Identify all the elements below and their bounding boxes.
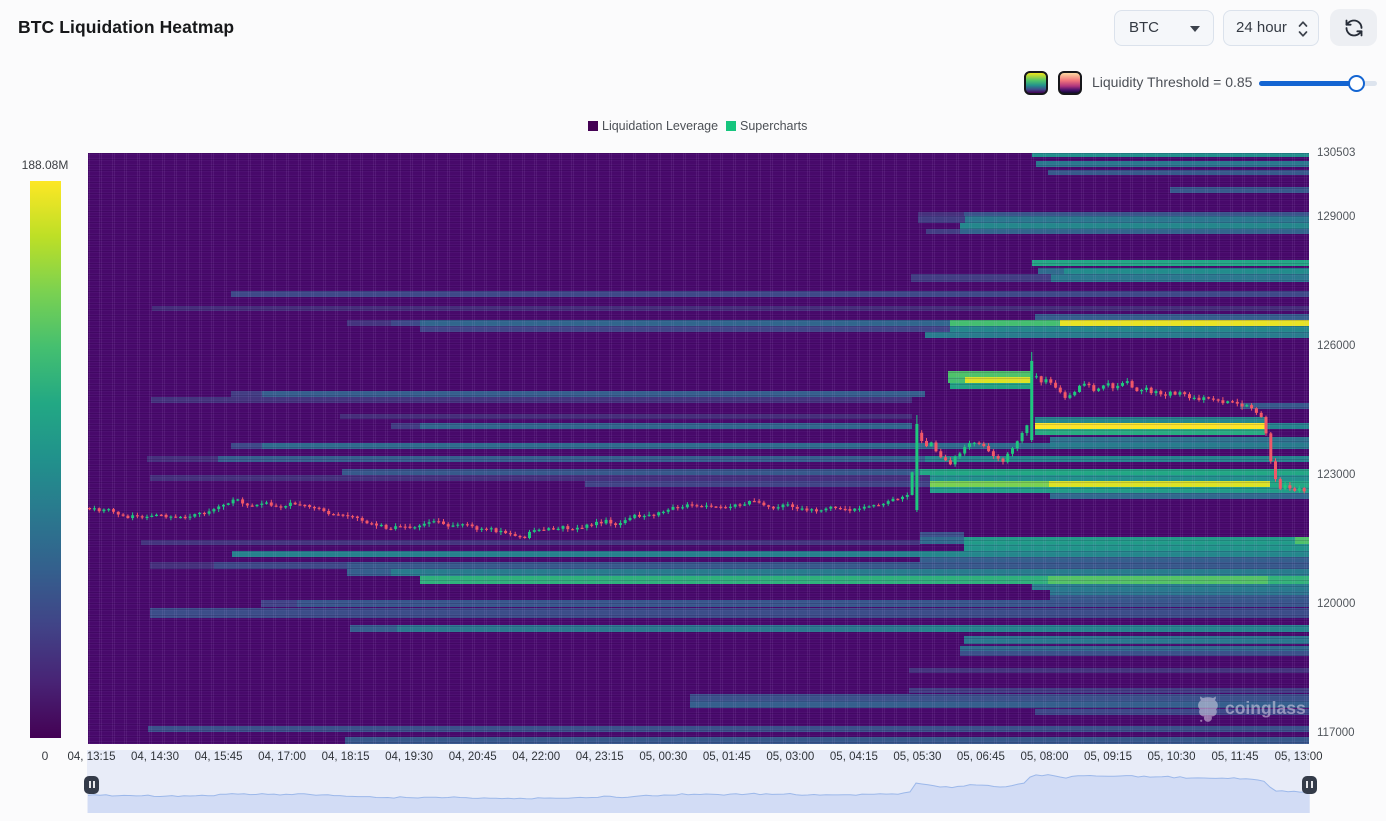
svg-text:coinglass: coinglass	[1225, 698, 1306, 718]
